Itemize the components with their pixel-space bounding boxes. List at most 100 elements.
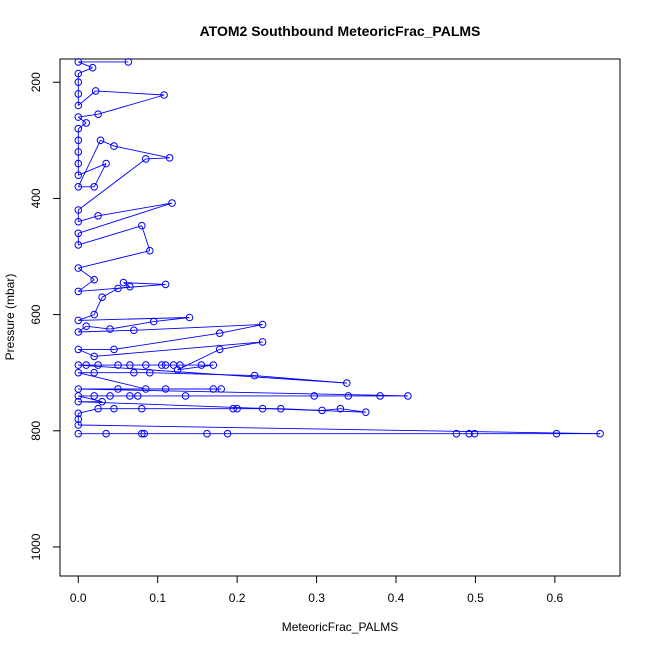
data-point	[552, 429, 561, 438]
data-point	[126, 282, 134, 291]
data-point	[140, 429, 148, 438]
data-point	[74, 409, 83, 418]
data-point	[197, 361, 206, 369]
data-point	[142, 385, 150, 393]
series-segment	[153, 317, 190, 323]
x-tick-label: 0.1	[149, 591, 166, 605]
data-point	[74, 183, 83, 191]
data-point	[258, 320, 267, 329]
data-point	[318, 406, 326, 415]
series-segment	[101, 288, 119, 298]
series-segment	[145, 157, 170, 160]
data-point	[74, 113, 83, 121]
x-tick-label: 0.2	[229, 591, 246, 605]
data-point	[165, 154, 174, 162]
y-axis-label: Pressure (mbar)	[3, 274, 17, 361]
series-segment	[100, 139, 115, 147]
data-point	[102, 159, 110, 168]
series-segment	[149, 372, 255, 377]
series-segment	[98, 202, 173, 217]
series-segment	[219, 341, 263, 350]
series-segment	[97, 94, 165, 115]
data-point	[96, 136, 105, 145]
series-segment	[78, 314, 95, 321]
series-segment	[78, 283, 166, 292]
data-point	[114, 361, 122, 369]
x-axis: 0.0 0.1 0.2 0.3 0.4 0.5 0.6	[70, 575, 564, 605]
series-segment	[78, 364, 347, 384]
data-point	[106, 392, 114, 400]
series-segment	[78, 158, 147, 211]
data-point	[82, 119, 90, 127]
data-point	[74, 316, 83, 325]
data-point	[130, 368, 138, 377]
data-point	[82, 361, 90, 369]
data-point	[215, 329, 224, 338]
data-point	[114, 385, 122, 393]
data-point	[106, 325, 114, 333]
y-tick-label: 1000	[29, 533, 43, 560]
data-point	[209, 385, 218, 393]
data-point	[74, 229, 83, 238]
data-point	[124, 58, 133, 66]
data-point	[74, 287, 83, 296]
data-point	[74, 124, 83, 133]
data-point	[146, 368, 154, 377]
data-point	[90, 275, 98, 284]
data-point	[90, 368, 98, 377]
series-segment	[77, 140, 101, 187]
data-point	[91, 87, 100, 95]
data-point	[74, 361, 83, 369]
data-point	[217, 385, 225, 393]
series-segment	[133, 324, 263, 331]
data-point	[74, 385, 83, 393]
series-segment	[93, 163, 107, 188]
data-point	[157, 361, 166, 369]
series-segment	[78, 325, 87, 333]
data-point	[376, 392, 384, 400]
data-point	[161, 385, 170, 393]
y-tick-label: 800	[29, 420, 43, 440]
series-lines	[77, 61, 601, 435]
x-tick-label: 0.3	[308, 591, 325, 605]
data-point	[74, 241, 83, 249]
data-point	[126, 392, 134, 400]
x-tick-label: 0.4	[388, 591, 405, 605]
series-segment	[95, 90, 165, 96]
data-point	[110, 345, 118, 354]
series-segment	[123, 282, 166, 285]
data-point	[233, 404, 241, 413]
data-point	[74, 421, 83, 429]
x-tick-label: 0.6	[547, 591, 564, 605]
x-tick-label: 0.5	[467, 591, 484, 605]
y-tick-label: 400	[29, 188, 43, 208]
data-point	[94, 361, 102, 369]
chart-title: ATOM2 Southbound MeteoricFrac_PALMS	[200, 23, 481, 39]
data-point	[404, 392, 412, 400]
data-point	[229, 404, 237, 413]
series-points	[74, 58, 604, 438]
data-point	[94, 404, 102, 413]
data-point	[310, 392, 319, 400]
data-point	[161, 280, 170, 289]
data-point	[74, 397, 83, 406]
data-point	[90, 310, 98, 319]
data-point	[138, 429, 146, 438]
data-point	[74, 264, 83, 272]
series-segment	[177, 364, 214, 371]
data-point	[258, 404, 267, 413]
data-point	[173, 366, 182, 374]
x-tick-label: 0.0	[70, 591, 87, 605]
data-point	[74, 206, 83, 214]
data-point	[74, 101, 83, 110]
series-segment	[113, 332, 220, 350]
data-point	[465, 429, 473, 438]
data-point	[74, 159, 83, 168]
data-point	[203, 429, 211, 438]
data-point	[209, 361, 218, 369]
data-point	[138, 221, 146, 230]
data-point	[452, 429, 461, 438]
data-point	[98, 293, 106, 302]
data-point	[90, 183, 98, 191]
plot-frame	[59, 58, 621, 577]
